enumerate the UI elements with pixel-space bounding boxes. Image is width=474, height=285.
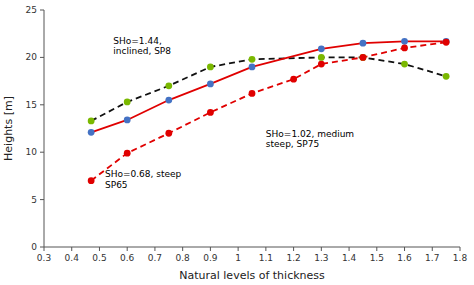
x-axis-line: [44, 247, 460, 248]
x-tick-label: 0.7: [148, 253, 162, 263]
x-tick-label: 0.3: [37, 253, 51, 263]
x-tick: [210, 247, 211, 251]
x-tick: [293, 247, 294, 251]
series-marker: [401, 45, 408, 52]
y-tick: [40, 104, 44, 105]
series-marker: [124, 150, 131, 157]
series-marker: [443, 73, 450, 80]
plot-area: [88, 38, 450, 184]
annotation-line: inclined, SP8: [113, 46, 171, 56]
y-tick: [40, 10, 44, 11]
series-marker: [360, 54, 367, 61]
series-marker: [443, 38, 450, 45]
series-marker: [360, 54, 367, 61]
x-tick-label: 0.9: [203, 253, 218, 263]
y-tick-label: 10: [26, 147, 38, 157]
x-tick-label: 1.2: [286, 253, 300, 263]
x-tick: [321, 247, 322, 251]
x-tick-label: 1.5: [370, 253, 384, 263]
x-tick: [44, 247, 45, 251]
series-marker: [290, 76, 297, 83]
x-tick: [127, 247, 128, 251]
x-tick: [99, 247, 100, 251]
x-tick: [238, 247, 239, 251]
series-marker: [124, 99, 131, 106]
x-tick: [265, 247, 266, 251]
x-tick: [432, 247, 433, 251]
y-tick: [40, 199, 44, 200]
x-tick-label: 1: [235, 253, 241, 263]
series-marker: [318, 45, 325, 52]
annotation-line: SHo=0.68, steep: [105, 169, 182, 179]
x-tick-label: 1.1: [259, 253, 273, 263]
series-marker: [207, 63, 214, 70]
x-tick: [404, 247, 405, 251]
series-marker: [401, 61, 408, 68]
y-tick-label: 5: [31, 195, 37, 205]
series-marker: [207, 81, 214, 88]
annotation-line: SHo=1.44,: [113, 36, 161, 46]
x-tick: [460, 247, 461, 251]
series-marker: [165, 82, 172, 89]
x-tick: [376, 247, 377, 251]
series-marker: [443, 39, 450, 46]
y-tick: [40, 57, 44, 58]
x-tick: [71, 247, 72, 251]
x-tick-label: 0.8: [176, 253, 191, 263]
annotation-line: steep, SP75: [266, 139, 319, 149]
x-tick: [182, 247, 183, 251]
series-marker: [165, 130, 172, 137]
x-tick: [154, 247, 155, 251]
x-tick-label: 1.7: [425, 253, 439, 263]
x-tick-label: 0.4: [65, 253, 80, 263]
series-marker: [124, 117, 131, 124]
y-tick: [40, 247, 44, 248]
x-axis-label: Natural levels of thickness: [179, 269, 325, 282]
annotation-line: SHo=1.02, medium: [266, 129, 354, 139]
annotation: SHo=1.44,inclined, SP8: [113, 36, 171, 56]
x-tick-label: 1.8: [453, 253, 468, 263]
x-tick-label: 1.6: [397, 253, 412, 263]
series-marker: [249, 90, 256, 97]
series-line: [91, 42, 446, 180]
x-tick-label: 1.4: [342, 253, 357, 263]
x-tick: [349, 247, 350, 251]
annotation: SHo=1.02, mediumsteep, SP75: [266, 129, 354, 149]
y-axis-label: Heights [m]: [2, 96, 15, 161]
series-marker: [165, 97, 172, 104]
series-marker: [401, 38, 408, 45]
series-marker: [318, 54, 325, 61]
y-tick: [40, 152, 44, 153]
series-marker: [249, 63, 256, 70]
series-marker: [207, 109, 214, 116]
y-axis-line: [44, 10, 45, 247]
series-marker: [249, 56, 256, 63]
series-marker: [318, 61, 325, 68]
x-tick-label: 0.5: [92, 253, 106, 263]
y-tick-label: 15: [26, 100, 37, 110]
x-tick-label: 1.3: [314, 253, 328, 263]
series-marker: [360, 40, 367, 47]
chart: 0.3 0.4 0.5 0.6 0.7 0.8 0.9 1 1.1 1.2 1.3 1.4 1.5 1.6…: [0, 0, 474, 285]
y-tick-label: 20: [26, 52, 38, 62]
series-marker: [88, 118, 95, 125]
annotation-line: SP65: [105, 180, 128, 190]
x-tick-label: 0.6: [120, 253, 135, 263]
y-tick-label: 25: [26, 5, 37, 15]
series-marker: [88, 177, 95, 184]
annotation: SHo=0.68, steepSP65: [105, 169, 182, 189]
y-tick-label: 0: [31, 242, 37, 252]
series-marker: [88, 129, 95, 136]
